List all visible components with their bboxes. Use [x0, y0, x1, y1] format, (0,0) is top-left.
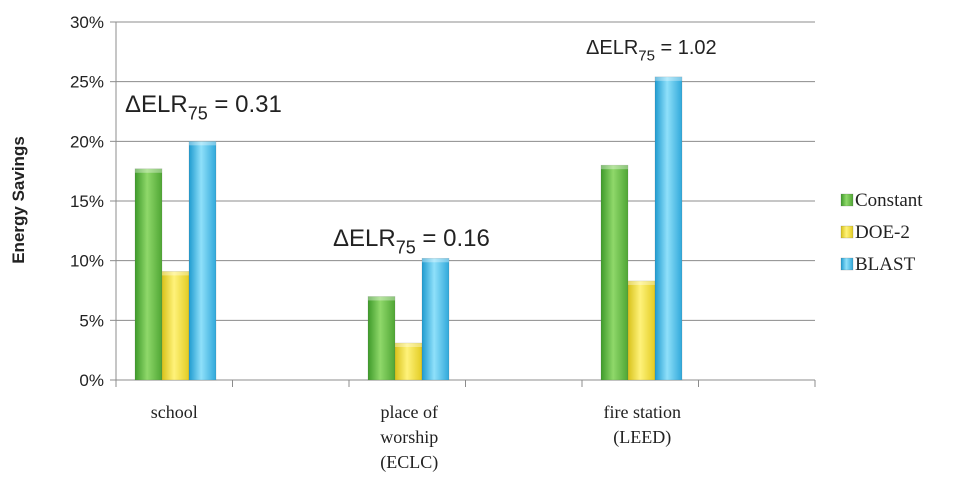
y-tick-label: 30%: [70, 13, 104, 32]
bar-doe-2: [394, 342, 423, 381]
gridlines: [116, 21, 815, 321]
labels: school place of worship (ECLC) fire station(…: [125, 37, 717, 473]
bar-blast: [654, 76, 683, 381]
legend-label: DOE-2: [855, 222, 910, 243]
axes: 0% 5% 10% 15% 20% 25% 30% Energy Savings: [9, 13, 816, 390]
legend: Constant DOE-2 BLAST: [840, 190, 923, 275]
legend-label: Constant: [855, 190, 923, 211]
y-tick-label: 0%: [79, 371, 104, 390]
delta-elr-annotation: ΔELR75 = 0.31: [125, 91, 282, 124]
x-tick-label: place of worship (ECLC): [380, 402, 438, 473]
y-axis-title: Energy Savings: [9, 136, 28, 264]
bars: [134, 76, 683, 381]
delta-elr-annotation: ΔELR75 = 0.16: [333, 225, 490, 258]
bar-blast: [421, 257, 450, 381]
bar-top-highlight: [422, 258, 449, 263]
bar-top-highlight: [368, 296, 395, 301]
bar-doe-2: [161, 271, 190, 381]
legend-swatch: [840, 193, 854, 207]
y-tick-label: 25%: [70, 73, 104, 92]
bar-constant: [134, 168, 163, 381]
bar-constant: [367, 296, 396, 381]
delta-elr-annotation: ΔELR75 = 1.02: [586, 37, 717, 64]
y-tick-label: 20%: [70, 132, 104, 151]
bar-top-highlight: [655, 76, 682, 81]
bar-blast: [188, 141, 217, 381]
bar-top-highlight: [135, 168, 162, 173]
bar-top-highlight: [395, 343, 422, 348]
x-tick-label: fire station (LEED): [604, 402, 681, 448]
legend-label: BLAST: [855, 254, 916, 275]
legend-swatch: [840, 225, 854, 239]
bar-top-highlight: [601, 165, 628, 170]
y-tick-label: 10%: [70, 252, 104, 271]
x-tick-label: school: [151, 402, 198, 422]
y-tick-label: 15%: [70, 192, 104, 211]
bar-top-highlight: [189, 141, 216, 146]
bar-top-highlight: [628, 280, 655, 285]
bar-constant: [600, 164, 629, 381]
bar-doe-2: [627, 280, 656, 381]
y-tick-label: 5%: [79, 311, 104, 330]
bar-top-highlight: [162, 271, 189, 276]
legend-swatch: [840, 257, 854, 271]
